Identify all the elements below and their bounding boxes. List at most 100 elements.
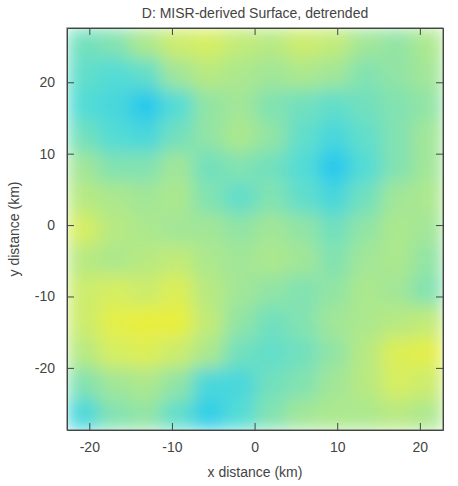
heatmap-cell [224, 59, 256, 90]
heatmap-cell [318, 244, 350, 275]
tick-mark [67, 368, 74, 369]
heatmap-cell [350, 121, 382, 152]
heatmap-cell [98, 182, 130, 214]
heatmap-cell [130, 214, 162, 245]
heatmap-cell [130, 306, 162, 337]
x-axis-top [68, 28, 444, 35]
heatmap-cell [193, 182, 225, 214]
heatmap-cell [381, 214, 413, 245]
heatmap-cell [318, 214, 350, 245]
heatmap-cell [412, 244, 443, 275]
x-axis: -20-1001020 [68, 423, 444, 455]
heatmap-cell [255, 152, 287, 183]
heatmap-cell [318, 59, 350, 90]
heatmap-cell [67, 337, 99, 368]
heatmap-cell [412, 89, 443, 121]
tick [436, 154, 443, 155]
tick [172, 28, 173, 35]
heatmap-cell [193, 28, 225, 59]
cells-clip [67, 28, 443, 430]
heatmap-cell [350, 152, 382, 183]
heatmap-cell [193, 399, 225, 430]
heatmap-cell [381, 89, 413, 121]
heatmap-cell [193, 59, 225, 90]
tick-label: -10 [162, 439, 182, 455]
tick [255, 28, 256, 35]
tick-label: 20 [413, 439, 429, 455]
y-axis-line [67, 29, 68, 431]
heatmap-cell [130, 121, 162, 152]
heatmap-cell [381, 306, 413, 337]
heatmap-cell [412, 121, 443, 152]
heatmap-cell [161, 89, 193, 121]
heatmap-cell [130, 275, 162, 307]
heatmap-cell [255, 59, 287, 90]
heatmap-cell [67, 28, 99, 59]
heatmap-cell [318, 368, 350, 400]
heatmap-cell [130, 182, 162, 214]
heatmap-cell [255, 275, 287, 307]
tick: -20 [80, 423, 100, 455]
heatmap-cell [318, 182, 350, 214]
heatmap-cell [98, 337, 130, 368]
heatmap-cell [161, 275, 193, 307]
heatmap-cell [255, 368, 287, 400]
heatmap-cell [318, 152, 350, 183]
tick-mark [255, 423, 256, 430]
heatmap-cell [381, 337, 413, 368]
heatmap-cell [67, 182, 99, 214]
tick-mark [89, 28, 90, 35]
heatmap-cell [161, 399, 193, 430]
heatmap-cell [130, 368, 162, 400]
tick-mark [420, 28, 421, 35]
heatmap-cell [193, 244, 225, 275]
tick-mark [436, 225, 443, 226]
heatmap-cell [130, 28, 162, 59]
heatmap-cell [67, 89, 99, 121]
heatmap-cell [412, 59, 443, 90]
heatmap-cell [98, 275, 130, 307]
heatmap-cell [224, 368, 256, 400]
heatmap-cell [67, 121, 99, 152]
heatmap-cell [412, 306, 443, 337]
heatmap-cell [287, 121, 319, 152]
heatmap-cell [287, 28, 319, 59]
heatmap-cell [350, 214, 382, 245]
heatmap-cell [255, 121, 287, 152]
heatmap-cell [98, 306, 130, 337]
heatmap-cell [255, 306, 287, 337]
heatmap-cell [98, 244, 130, 275]
tick: 0 [47, 217, 74, 233]
heatmap-cell [255, 399, 287, 430]
heatmap-cell [67, 275, 99, 307]
heatmap-cell [412, 399, 443, 430]
heatmap-cell [193, 89, 225, 121]
heatmap-cell [98, 89, 130, 121]
tick-label: 20 [39, 74, 55, 90]
tick-mark [172, 423, 173, 430]
heatmap-cell [130, 337, 162, 368]
heatmap-cell [350, 399, 382, 430]
heatmap-cell [193, 368, 225, 400]
heatmap-cell [381, 368, 413, 400]
tick-label: 10 [39, 146, 55, 162]
heatmap-cell [193, 306, 225, 337]
tick-label: -20 [35, 360, 55, 376]
heatmap-cell [381, 244, 413, 275]
tick [337, 28, 338, 35]
cells [67, 28, 443, 430]
heatmap-cell [350, 244, 382, 275]
y-axis: -20-1001020 [35, 29, 74, 431]
heatmap-cell [381, 28, 413, 59]
heatmap-cell [287, 59, 319, 90]
heatmap-cell [224, 28, 256, 59]
y-axis-right-line [443, 29, 444, 431]
y-axis-title: y distance (km) [6, 182, 22, 277]
y-axis-right [436, 29, 444, 431]
heatmap-cell [412, 182, 443, 214]
heatmap-cell [193, 214, 225, 245]
tick-mark [67, 82, 74, 83]
heatmap-cell [287, 214, 319, 245]
heatmap-cell [350, 275, 382, 307]
tick-mark [67, 154, 74, 155]
